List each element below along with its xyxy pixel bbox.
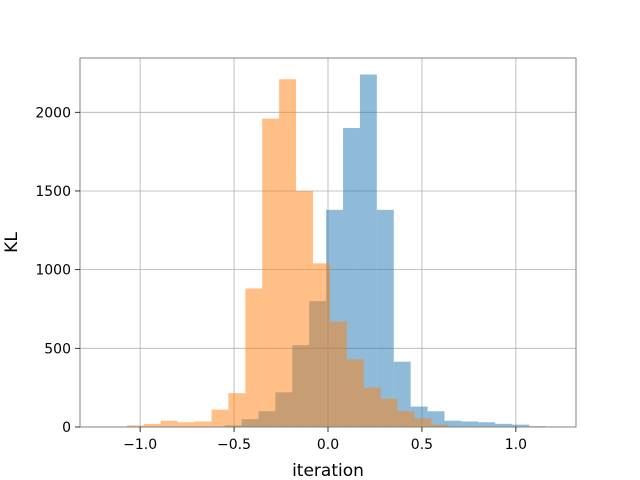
x-tick-label: 0.0 [317, 437, 339, 453]
histogram-bar-series-1 [427, 411, 445, 427]
histogram-bars [126, 74, 546, 428]
x-tick-label: −1.0 [123, 437, 157, 453]
histogram-bar-series-2 [279, 79, 297, 427]
histogram-bar-series-2 [414, 418, 432, 427]
histogram-bar-series-2 [363, 387, 381, 427]
histogram-bar-series-2 [126, 425, 144, 427]
histogram-bar-series-1 [444, 420, 462, 427]
histogram-bar-series-1 [393, 361, 411, 427]
histogram-bar-series-2 [312, 263, 330, 427]
histogram-bar-series-2 [177, 422, 195, 427]
x-tick-label: 1.0 [505, 437, 527, 453]
x-axis-label: iteration [292, 461, 364, 480]
y-tick-label: 1000 [35, 263, 71, 279]
histogram-bar-series-2 [296, 190, 313, 427]
histogram-bar-series-1 [512, 424, 530, 427]
histogram-bar-series-2 [245, 288, 263, 427]
histogram-bar-series-1 [461, 421, 479, 427]
y-tick-label: 0 [62, 420, 71, 436]
histogram-bar-series-2 [211, 409, 229, 427]
histogram-bar-series-2 [346, 359, 364, 427]
axis-ticks: −1.0 −0.5 0.0 0.5 1.0 0 500 1000 1500 2000 [35, 105, 527, 453]
histogram-bar-series-1 [478, 422, 496, 427]
histogram-bar-series-2 [262, 118, 280, 427]
y-axis-label: KL [2, 232, 22, 253]
histogram-bar-series-1 [495, 423, 513, 427]
histogram-bar-series-1 [343, 128, 360, 428]
y-tick-label: 1500 [35, 184, 71, 200]
histogram-bar-series-2 [397, 411, 415, 427]
histogram-bar-series-2 [160, 420, 178, 427]
y-tick-label: 2000 [35, 105, 71, 121]
histogram-bar-series-2 [380, 398, 398, 427]
y-tick-label: 500 [44, 341, 71, 357]
histogram-bar-series-2 [143, 423, 161, 427]
histogram-bar-series-2 [329, 321, 347, 427]
histogram-bar-series-1 [376, 209, 394, 427]
histogram-bar-series-2 [228, 393, 246, 427]
histogram-bar-series-1 [359, 74, 377, 427]
x-tick-label: 0.5 [411, 437, 433, 453]
x-tick-label: −0.5 [217, 437, 251, 453]
histogram-bar-series-2 [194, 421, 212, 427]
histogram-bar-series-2 [431, 424, 449, 427]
